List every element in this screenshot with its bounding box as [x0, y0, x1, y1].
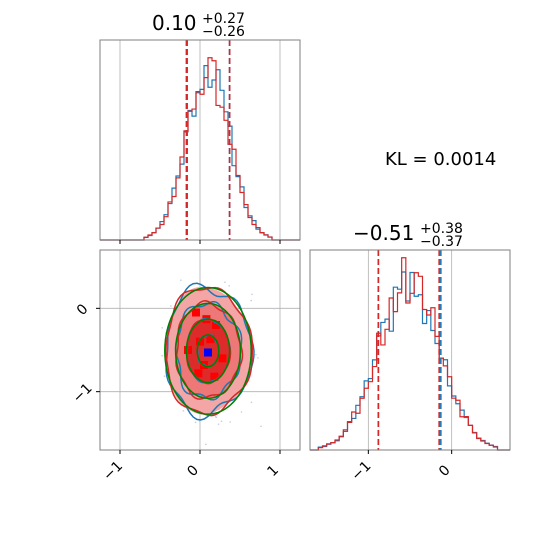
contour-blue-square [204, 348, 212, 357]
scatter-point [161, 327, 163, 329]
contour-line-red [165, 286, 254, 417]
x-tick-label: −1 [100, 458, 126, 484]
red-square-marker [206, 335, 215, 344]
x-tick-label: 1 [264, 462, 282, 480]
scatter-point [180, 279, 182, 281]
scatter-point [229, 421, 231, 423]
scatter-point [182, 409, 185, 412]
scatter-point [260, 425, 262, 428]
histogram-step-red [310, 257, 510, 451]
scatter-point [161, 354, 163, 357]
red-square-marker [192, 308, 200, 317]
histogram-panel-param2: −1 0 −0.51 +0.38 −0.37 [309, 221, 511, 484]
red-square-marker [218, 354, 227, 363]
x-tick-label: −1 [349, 458, 375, 484]
contour-y-ticks: 0 −1 [70, 301, 100, 406]
scatter-point [170, 305, 172, 307]
scatter-point [250, 299, 253, 302]
red-square-marker [210, 372, 219, 381]
contour-line-green [164, 286, 252, 415]
contour-panel: −1 0 1 0 −1 [70, 249, 301, 484]
y-tick-label: 0 [74, 301, 92, 319]
scatter-point [273, 307, 276, 310]
blue-square-marker [204, 348, 212, 357]
histogram-step-red [100, 57, 300, 241]
histogram-panel-param1: 0.10 +0.27 −0.26 [99, 11, 301, 244]
scatter-point [163, 375, 166, 377]
x-tick-label: 0 [184, 462, 202, 480]
histogram2-steps [310, 257, 510, 451]
scatter-point [220, 420, 223, 422]
histogram2-quantile-lines [377, 250, 442, 450]
histogram2-frame [309, 249, 511, 451]
scatter-point [224, 281, 226, 284]
histogram2-title-plus: +0.38 [420, 221, 463, 237]
histogram1-title-minus: −0.26 [202, 24, 245, 40]
scatter-point [217, 423, 220, 425]
red-square-marker [194, 369, 203, 378]
scatter-point [255, 353, 257, 356]
scatter-point [198, 420, 201, 423]
histogram1-x-ticks [119, 240, 281, 244]
histogram1-steps [100, 57, 300, 241]
contour-lines [164, 282, 255, 421]
y-tick-label: −1 [70, 380, 96, 406]
histogram1-title-median: 0.10 [152, 11, 197, 35]
contour-x-ticks: −1 0 1 [100, 450, 282, 484]
scatter-point [194, 421, 197, 424]
scatter-point [250, 401, 253, 404]
kl-divergence-label: KL = 0.0014 [385, 149, 496, 170]
histogram2-x-ticks: −1 0 [349, 450, 454, 484]
scatter-point [228, 285, 230, 287]
histogram1-grid [119, 40, 281, 240]
contour-line-green [196, 334, 220, 368]
scatter-point [214, 415, 217, 418]
scatter-point [240, 411, 243, 413]
x-tick-label: 0 [436, 462, 454, 480]
scatter-point [251, 293, 253, 296]
contour-line-green [174, 302, 242, 400]
histogram2-title-minus: −0.37 [420, 234, 463, 250]
scatter-point [257, 357, 259, 359]
red-square-marker [212, 321, 220, 329]
scatter-point [205, 443, 207, 446]
histogram1-quantile-lines [185, 40, 231, 240]
histogram2-grid [367, 250, 453, 450]
histogram1-title-plus: +0.27 [202, 11, 245, 27]
histogram2-title-median: −0.51 [353, 221, 414, 245]
contour-line-green [185, 318, 231, 384]
